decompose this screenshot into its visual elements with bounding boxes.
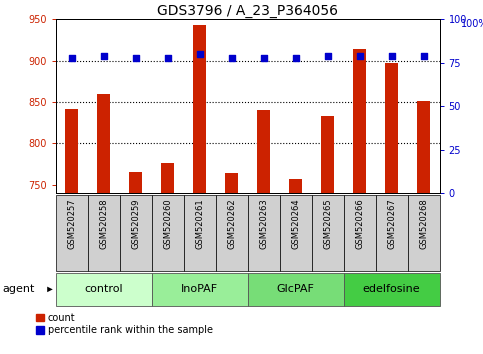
Bar (321, 116, 334, 354)
Text: agent: agent (2, 284, 35, 295)
Bar (225, 173, 238, 354)
Bar (248, 273, 343, 306)
Bar (417, 101, 430, 354)
Point (324, 53, 331, 59)
Point (164, 55, 171, 61)
Text: GSM520257: GSM520257 (67, 199, 76, 249)
Bar (408, 195, 440, 271)
Text: GSM520260: GSM520260 (163, 199, 172, 249)
Text: GlcPAF: GlcPAF (277, 284, 314, 295)
Bar (376, 195, 408, 271)
Bar (161, 163, 174, 354)
Text: 100%: 100% (461, 19, 483, 29)
Bar (312, 195, 343, 271)
Bar (343, 273, 440, 306)
Point (355, 53, 363, 59)
Bar (56, 195, 87, 271)
Legend: count, percentile rank within the sample: count, percentile rank within the sample (36, 313, 213, 335)
Title: GDS3796 / A_23_P364056: GDS3796 / A_23_P364056 (157, 5, 338, 18)
Point (420, 53, 427, 59)
Point (99, 53, 107, 59)
Text: GSM520264: GSM520264 (291, 199, 300, 249)
Text: InoPAF: InoPAF (181, 284, 218, 295)
Text: GSM520261: GSM520261 (195, 199, 204, 249)
Point (68, 55, 75, 61)
Bar (56, 273, 152, 306)
Text: GSM520268: GSM520268 (419, 199, 428, 249)
Bar (152, 273, 248, 306)
Bar (353, 49, 366, 354)
Bar (152, 195, 184, 271)
Text: control: control (84, 284, 123, 295)
Bar (97, 94, 110, 354)
Point (196, 51, 203, 57)
Bar (193, 25, 206, 354)
Point (227, 55, 235, 61)
Bar (385, 63, 398, 354)
Text: GSM520263: GSM520263 (259, 199, 268, 249)
Bar (120, 195, 152, 271)
Point (260, 55, 268, 61)
Text: GSM520266: GSM520266 (355, 199, 364, 249)
Bar (248, 195, 280, 271)
Text: GSM520267: GSM520267 (387, 199, 396, 249)
Bar (257, 109, 270, 354)
Text: edelfosine: edelfosine (363, 284, 420, 295)
Text: GSM520265: GSM520265 (323, 199, 332, 249)
Point (292, 55, 299, 61)
Point (388, 53, 396, 59)
Bar (215, 195, 248, 271)
Bar (280, 195, 312, 271)
Bar (343, 195, 376, 271)
Bar (289, 179, 302, 354)
Text: GSM520258: GSM520258 (99, 199, 108, 249)
Bar (65, 109, 78, 354)
Point (132, 55, 140, 61)
Bar (129, 172, 142, 354)
Text: GSM520259: GSM520259 (131, 199, 140, 249)
Bar (87, 195, 120, 271)
Bar (184, 195, 215, 271)
Text: GSM520262: GSM520262 (227, 199, 236, 249)
